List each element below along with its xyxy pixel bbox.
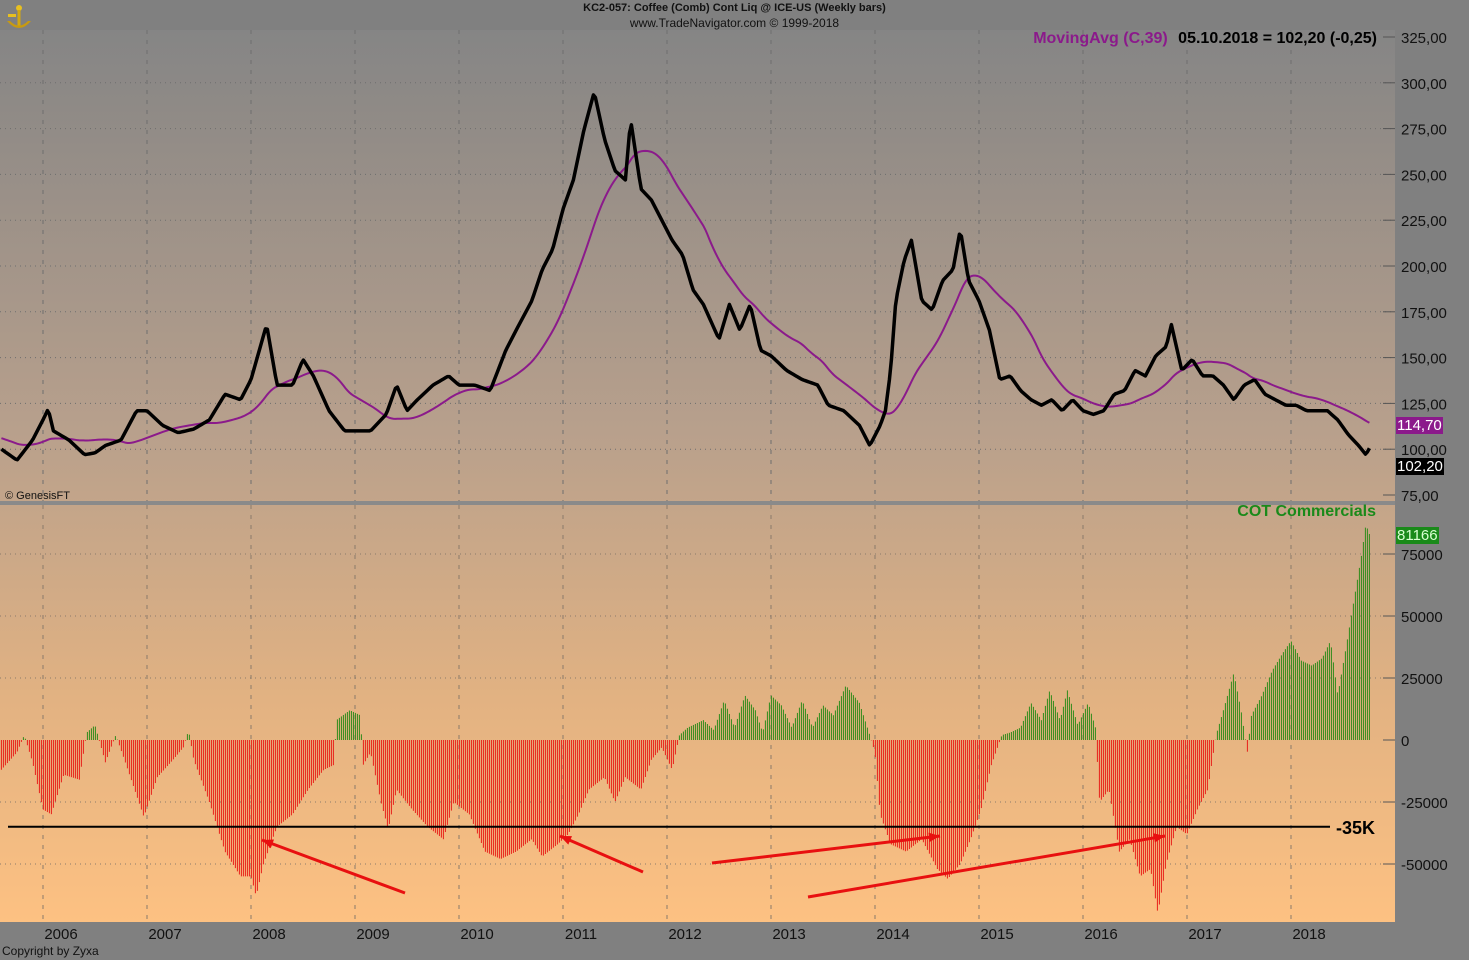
- cot-tick-label: 50000: [1401, 609, 1443, 626]
- bottom-axis-background: [0, 922, 1395, 960]
- price-tick-label: 75,00: [1401, 488, 1439, 505]
- cot-tick-label: -50000: [1401, 857, 1448, 874]
- year-axis-label: 2010: [460, 926, 493, 943]
- cot-tick-label: 0: [1401, 733, 1409, 750]
- price-tick-label: 300,00: [1401, 76, 1447, 93]
- year-axis-label: 2016: [1084, 926, 1117, 943]
- panel-separator: [0, 501, 1395, 505]
- ma-last-value-badge: 114,70: [1396, 417, 1443, 434]
- year-axis-label: 2009: [356, 926, 389, 943]
- year-axis-label: 2013: [772, 926, 805, 943]
- price-tick-label: 275,00: [1401, 122, 1447, 139]
- cot-last-value-badge: 81166: [1396, 527, 1439, 544]
- price-legend: MovingAvg (C,39) 05.10.2018 = 102,20 (-0…: [1033, 30, 1377, 48]
- cot-panel-title: COT Commercials: [1237, 503, 1376, 520]
- price-readout: 05.10.2018 = 102,20 (-0,25): [1178, 30, 1377, 47]
- moving-average-line: [1, 149, 1370, 446]
- cot-tick-label: -25000: [1401, 795, 1448, 812]
- genesis-watermark: © GenesisFT: [5, 490, 70, 502]
- price-last-value-badge: 102,20: [1396, 458, 1444, 475]
- ma-legend-label: MovingAvg (C,39): [1033, 30, 1168, 47]
- footer-copyright: Copyright by Zyxa: [2, 944, 99, 958]
- year-axis-label: 2008: [252, 926, 285, 943]
- year-axis-label: 2015: [980, 926, 1013, 943]
- arrowhead-icon: [928, 832, 940, 842]
- price-line: [0, 93, 1371, 462]
- plot-background: [0, 30, 1395, 922]
- arrowhead-icon: [560, 836, 572, 845]
- price-tick-label: 325,00: [1401, 30, 1447, 47]
- annotation-arrow: [559, 834, 644, 874]
- price-tick-label: 225,00: [1401, 213, 1447, 230]
- chart-subtitle: www.TradeNavigator.com © 1999-2018: [629, 16, 840, 30]
- price-tick-label: 250,00: [1401, 167, 1447, 184]
- year-axis-label: 2012: [668, 926, 701, 943]
- annotation-arrow: [261, 838, 406, 895]
- reference-line-label: -35K: [1336, 818, 1376, 838]
- price-tick-label: 125,00: [1401, 396, 1447, 413]
- year-axis-label: 2017: [1188, 926, 1221, 943]
- arrowhead-icon: [262, 839, 274, 849]
- price-tick-label: 100,00: [1401, 442, 1447, 459]
- year-axis-label: 2011: [565, 926, 597, 943]
- arrowhead-icon: [1153, 833, 1165, 843]
- price-tick-label: 175,00: [1401, 305, 1447, 322]
- year-axis-label: 2018: [1292, 926, 1325, 943]
- price-tick-label: 150,00: [1401, 351, 1447, 368]
- price-tick-label: 200,00: [1401, 259, 1447, 276]
- right-axis-background: [1395, 0, 1469, 960]
- annotation-arrow: [711, 834, 941, 865]
- cot-tick-label: 25000: [1401, 671, 1443, 688]
- annotation-arrow: [807, 834, 1166, 899]
- year-axis-label: 2014: [876, 926, 909, 943]
- year-axis-label: 2007: [148, 926, 181, 943]
- chart-title: KC2-057: Coffee (Comb) Cont Liq @ ICE-US…: [583, 2, 886, 14]
- cot-tick-label: 75000: [1401, 547, 1443, 564]
- year-axis-label: 2006: [44, 926, 77, 943]
- anchor-logo-icon: [7, 5, 31, 28]
